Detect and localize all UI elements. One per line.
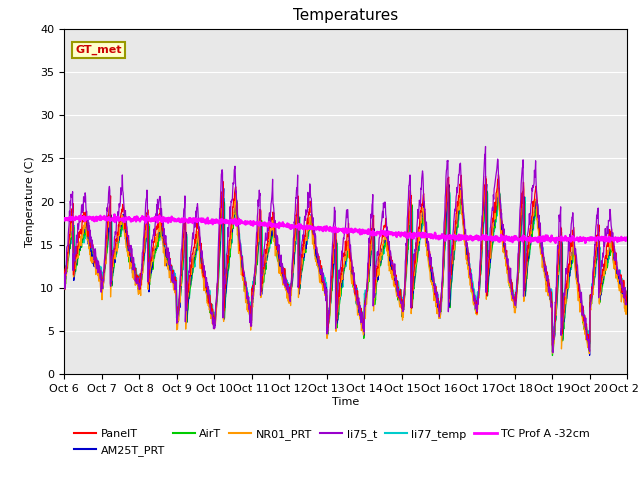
li77_temp: [623, 296, 631, 302]
li75_t: [623, 298, 631, 304]
PanelT: [433, 292, 441, 298]
li77_temp: [60, 268, 68, 274]
AirT: [172, 282, 179, 288]
AirT: [495, 186, 503, 192]
PanelT: [507, 277, 515, 283]
TC Prof A -32cm: [60, 216, 68, 222]
Text: GT_met: GT_met: [76, 45, 122, 55]
NR01_PRT: [557, 233, 564, 239]
AM25T_PRT: [186, 284, 193, 290]
AirT: [507, 282, 515, 288]
li75_t: [549, 350, 557, 356]
li77_temp: [186, 295, 193, 301]
li75_t: [433, 300, 441, 305]
li75_t: [186, 269, 193, 275]
NR01_PRT: [172, 292, 179, 298]
TC Prof A -32cm: [249, 220, 257, 226]
NR01_PRT: [445, 183, 452, 189]
AM25T_PRT: [586, 352, 593, 358]
Line: AirT: AirT: [64, 189, 627, 356]
AirT: [433, 302, 441, 308]
Line: TC Prof A -32cm: TC Prof A -32cm: [64, 215, 627, 243]
AirT: [60, 271, 68, 277]
PanelT: [60, 266, 68, 272]
AM25T_PRT: [248, 291, 256, 297]
AirT: [248, 294, 256, 300]
li75_t: [172, 279, 179, 285]
TC Prof A -32cm: [582, 240, 589, 246]
Legend: PanelT, AM25T_PRT, AirT, NR01_PRT, li75_t, li77_temp, TC Prof A -32cm: PanelT, AM25T_PRT, AirT, NR01_PRT, li75_…: [70, 425, 595, 460]
Line: PanelT: PanelT: [64, 175, 627, 345]
PanelT: [186, 275, 193, 280]
Y-axis label: Temperature (C): Temperature (C): [24, 156, 35, 247]
li77_temp: [586, 341, 593, 347]
PanelT: [623, 301, 631, 307]
Title: Temperatures: Temperatures: [293, 9, 398, 24]
AM25T_PRT: [557, 243, 564, 249]
AM25T_PRT: [507, 283, 515, 288]
TC Prof A -32cm: [433, 234, 441, 240]
AirT: [548, 353, 556, 359]
PanelT: [172, 278, 179, 284]
li75_t: [557, 333, 565, 338]
li75_t: [482, 144, 490, 149]
TC Prof A -32cm: [172, 218, 180, 224]
PanelT: [495, 172, 502, 178]
AirT: [623, 300, 631, 305]
TC Prof A -32cm: [186, 219, 193, 225]
PanelT: [548, 342, 556, 348]
li77_temp: [483, 188, 491, 194]
li75_t: [507, 280, 515, 286]
NR01_PRT: [248, 297, 256, 303]
Line: NR01_PRT: NR01_PRT: [64, 186, 627, 353]
TC Prof A -32cm: [111, 212, 118, 217]
AM25T_PRT: [172, 282, 179, 288]
li75_t: [248, 293, 256, 299]
NR01_PRT: [586, 350, 593, 356]
NR01_PRT: [433, 311, 441, 316]
NR01_PRT: [60, 282, 68, 288]
li75_t: [60, 274, 68, 279]
AirT: [557, 247, 565, 253]
PanelT: [248, 286, 256, 291]
li77_temp: [557, 249, 564, 254]
X-axis label: Time: Time: [332, 397, 359, 407]
NR01_PRT: [186, 285, 193, 290]
li77_temp: [507, 278, 515, 284]
AM25T_PRT: [60, 283, 68, 289]
li77_temp: [248, 287, 256, 293]
Line: AM25T_PRT: AM25T_PRT: [64, 184, 627, 355]
AM25T_PRT: [433, 301, 441, 307]
li77_temp: [433, 299, 441, 304]
Line: li75_t: li75_t: [64, 146, 627, 353]
AM25T_PRT: [623, 303, 631, 309]
AirT: [186, 295, 193, 300]
NR01_PRT: [507, 288, 515, 293]
TC Prof A -32cm: [623, 235, 631, 240]
NR01_PRT: [623, 307, 631, 313]
AM25T_PRT: [483, 181, 490, 187]
PanelT: [557, 231, 565, 237]
TC Prof A -32cm: [557, 237, 564, 242]
Line: li77_temp: li77_temp: [64, 191, 627, 344]
TC Prof A -32cm: [507, 236, 515, 241]
li77_temp: [172, 276, 179, 281]
